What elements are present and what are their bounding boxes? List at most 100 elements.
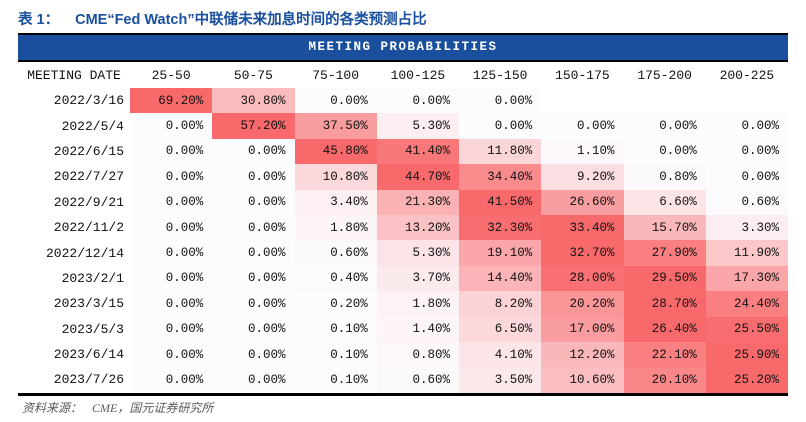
prob-cell: 69.20% [130, 88, 213, 114]
prob-cell: 17.00% [541, 316, 624, 342]
prob-cell: 0.00% [459, 113, 542, 139]
prob-cell: 0.00% [130, 138, 213, 165]
prob-cell: 0.80% [376, 341, 459, 368]
prob-cell: 1.40% [376, 316, 459, 342]
row-date: 2022/7/27 [18, 164, 130, 190]
prob-cell: 11.90% [705, 240, 788, 266]
prob-cell: 0.00% [212, 341, 295, 368]
prob-cell: 17.30% [705, 265, 788, 292]
prob-cell: 6.50% [459, 316, 542, 342]
prob-cell: 26.40% [623, 316, 706, 342]
prob-cell: 0.00% [130, 240, 213, 266]
prob-cell: 0.00% [130, 113, 213, 139]
prob-cell: 22.10% [623, 341, 706, 368]
prob-cell: 8.20% [459, 291, 542, 317]
prob-cell [541, 88, 623, 113]
source-text: CME，国元证券研究所 [92, 401, 214, 415]
prob-cell: 3.70% [376, 265, 459, 292]
prob-cell: 0.00% [212, 138, 295, 165]
prob-cell: 0.00% [705, 164, 788, 190]
prob-cell: 0.60% [705, 189, 788, 215]
prob-cell: 0.40% [294, 265, 377, 292]
column-header: 175-200 [623, 62, 706, 88]
prob-cell: 0.00% [130, 164, 213, 190]
prob-cell: 32.70% [541, 240, 624, 266]
prob-cell: 0.60% [294, 240, 377, 266]
table-title: CME“Fed Watch”中联储未来加息时间的各类预测占比 [75, 12, 427, 28]
prob-cell: 0.00% [623, 138, 706, 165]
row-label-header: MEETING DATE [18, 62, 130, 88]
prob-cell: 29.50% [623, 265, 706, 292]
table-body: 2022/3/16 69.20% 30.80% 0.00% 0.00% 0.00% 2022… [18, 88, 788, 395]
row-date: 2023/3/15 [18, 291, 130, 317]
prob-cell: 26.60% [541, 189, 624, 215]
column-header: 125-150 [459, 62, 542, 88]
prob-cell: 5.30% [376, 113, 459, 139]
prob-cell: 1.80% [376, 291, 459, 317]
row-date: 2023/7/26 [18, 367, 130, 395]
prob-cell: 1.80% [294, 214, 377, 241]
column-header: 150-175 [541, 62, 624, 88]
table-row: 2022/9/21 0.00% 0.00% 3.40% 21.30% 41.50% 26.6… [18, 189, 788, 215]
table-row: 2022/7/27 0.00% 0.00% 10.80% 44.70% 34.40% 9.2… [18, 164, 788, 190]
column-header-row: MEETING DATE 25-50 50-75 75-100 100-125 125-1… [18, 62, 788, 88]
prob-cell: 32.30% [459, 214, 542, 241]
column-header: 25-50 [130, 62, 213, 88]
prob-cell: 21.30% [376, 189, 459, 215]
prob-cell: 0.00% [130, 367, 213, 395]
prob-cell: 0.00% [376, 88, 459, 114]
prob-cell: 6.60% [623, 189, 706, 215]
prob-cell: 24.40% [705, 291, 788, 317]
table-header-band: MEETING PROBABILITIES [18, 33, 788, 62]
column-header: 200-225 [705, 62, 788, 88]
row-date: 2023/2/1 [18, 265, 130, 292]
prob-cell: 0.00% [459, 88, 542, 114]
prob-cell: 10.80% [294, 164, 377, 190]
prob-cell: 0.80% [623, 164, 706, 190]
prob-cell: 11.80% [459, 138, 542, 165]
prob-cell: 4.10% [459, 341, 542, 368]
prob-cell: 0.60% [376, 367, 459, 395]
prob-cell: 0.00% [212, 367, 295, 395]
prob-cell: 0.00% [212, 214, 295, 241]
table-row: 2023/5/3 0.00% 0.00% 0.10% 1.40% 6.50% 17.00% 2… [18, 316, 788, 342]
prob-cell [706, 88, 788, 113]
prob-cell: 41.50% [459, 189, 542, 215]
prob-cell: 30.80% [212, 88, 295, 114]
prob-cell: 0.00% [130, 341, 213, 368]
prob-cell: 0.00% [705, 138, 788, 165]
prob-cell: 0.00% [130, 316, 213, 342]
row-date: 2022/5/4 [18, 113, 130, 139]
table-row: 2023/3/15 0.00% 0.00% 0.20% 1.80% 8.20% 20.20%… [18, 291, 788, 317]
prob-cell: 44.70% [376, 164, 459, 190]
prob-cell: 0.00% [294, 88, 377, 114]
prob-cell: 45.80% [294, 138, 377, 165]
prob-cell: 0.00% [705, 113, 788, 139]
row-date: 2023/6/14 [18, 341, 130, 368]
prob-cell: 33.40% [541, 214, 624, 241]
table-row: 2022/11/2 0.00% 0.00% 1.80% 13.20% 32.30% 33.4… [18, 214, 788, 241]
row-date: 2023/5/3 [18, 316, 130, 342]
table-row: 2022/6/15 0.00% 0.00% 45.80% 41.40% 11.80% 1.1… [18, 138, 788, 165]
prob-cell: 3.50% [459, 367, 542, 395]
prob-cell: 25.20% [705, 367, 788, 395]
prob-cell: 41.40% [376, 138, 459, 165]
table-row: 2023/6/14 0.00% 0.00% 0.10% 0.80% 4.10% 12.20%… [18, 341, 788, 368]
prob-cell: 25.50% [705, 316, 788, 342]
table-row: 2022/3/16 69.20% 30.80% 0.00% 0.00% 0.00% [18, 88, 788, 114]
prob-cell: 0.00% [212, 189, 295, 215]
table-row: 2022/12/14 0.00% 0.00% 0.60% 5.30% 19.10% 32.7… [18, 240, 788, 266]
table-row: 2023/7/26 0.00% 0.00% 0.10% 0.60% 3.50% 10.60%… [18, 367, 788, 395]
prob-cell: 5.30% [376, 240, 459, 266]
row-date: 2022/12/14 [18, 240, 130, 266]
probability-table: MEETING DATE 25-50 50-75 75-100 100-125 125-1… [18, 62, 788, 396]
prob-cell: 0.10% [294, 316, 377, 342]
prob-cell: 14.40% [459, 265, 542, 292]
prob-cell: 0.00% [130, 214, 213, 241]
prob-cell: 20.20% [541, 291, 624, 317]
prob-cell: 0.00% [212, 316, 295, 342]
table-row: 2023/2/1 0.00% 0.00% 0.40% 3.70% 14.40% 28.00%… [18, 265, 788, 292]
prob-cell: 3.40% [294, 189, 377, 215]
prob-cell: 0.10% [294, 341, 377, 368]
